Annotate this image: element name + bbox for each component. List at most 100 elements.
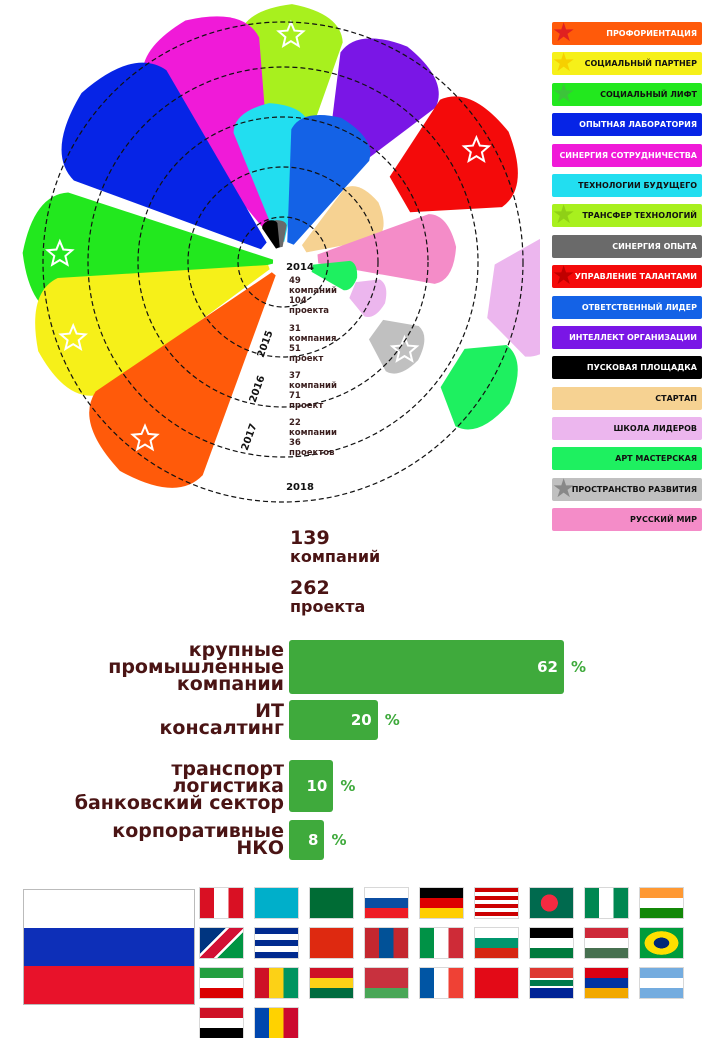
legend-item: АРТ МАСТЕРСКАЯ	[552, 447, 702, 471]
year-label: 2014	[286, 262, 314, 273]
petal-14	[311, 260, 358, 291]
year-ring	[137, 116, 429, 408]
bar: 62	[289, 640, 564, 694]
flag-brazil	[640, 928, 683, 958]
year-ring	[237, 216, 329, 308]
year-ring	[87, 66, 479, 458]
flag-namibia	[200, 928, 243, 958]
flag-south-africa	[530, 968, 573, 998]
legend-item: СИНЕРГИЯ СОТРУДНИЧЕСТВА	[552, 143, 702, 167]
total-projects-label: проекта	[290, 597, 366, 616]
flag-moldova	[255, 1008, 298, 1038]
legend-item: ПУСКОВАЯ ПЛОЩАДКА	[552, 356, 702, 380]
bar-unit: %	[571, 658, 587, 676]
legend-item: СТАРТАП	[552, 386, 702, 410]
legend-item: ★ ТРАНСФЕР ТЕХНОЛОГИЙ	[552, 200, 702, 230]
ring-stat: 22 компании 36 проектов	[289, 418, 337, 458]
legend-item: ★ СОЦИАЛЬНЫЙ ЛИФТ	[552, 79, 702, 109]
legend-item: РУССКИЙ МИР	[552, 508, 702, 532]
legend-item: ★ ПРОФОРИЕНТАЦИЯ	[552, 18, 702, 48]
bar-category-label: транспорт логистика банковский сектор	[74, 757, 284, 814]
year-ring	[187, 166, 379, 358]
flag-china	[310, 928, 353, 958]
bar-category-label: корпоративные НКО	[112, 820, 284, 859]
bar-value: 20	[350, 711, 372, 729]
flag-hungary	[585, 928, 628, 958]
petal-4	[389, 96, 518, 213]
star-icon: ★	[552, 48, 576, 79]
legend-item: ★ СОЦИАЛЬНЫЙ ПАРТНЕР	[552, 48, 702, 78]
petal-1	[142, 16, 274, 228]
flag-jordan	[530, 928, 573, 958]
star-icon	[461, 134, 492, 164]
bar-unit: %	[340, 777, 356, 795]
star-icon: ★	[552, 78, 576, 109]
flag-peru	[200, 888, 243, 918]
ring-stat: 31 компания 51 проект	[289, 324, 337, 364]
bar: 20	[289, 700, 378, 740]
total-projects: 262	[290, 577, 330, 599]
year-label: 2016	[248, 374, 268, 404]
flag-germany	[420, 888, 463, 918]
flag-iran	[200, 968, 243, 998]
legend: ★ ПРОФОРИЕНТАЦИЯ ★ СОЦИАЛЬНЫЙ ПАРТНЕР ★ СОЦИА…	[552, 18, 702, 539]
flag-france	[420, 968, 463, 998]
legend-item: ★ ПРОСТРАНСТВО РАЗВИТИЯ	[552, 474, 702, 504]
bar-unit: %	[331, 831, 347, 849]
star-icon	[130, 423, 160, 452]
petal-6	[35, 264, 270, 396]
flag-turkey	[475, 968, 518, 998]
star-icon	[389, 334, 420, 363]
bar-category-label: крупные промышленные компании	[108, 638, 284, 695]
star-icon	[45, 238, 75, 267]
star-icon	[58, 322, 88, 352]
legend-item: ТЕХНОЛОГИИ БУДУЩЕГО	[552, 173, 702, 197]
bar-value: 8	[308, 831, 319, 849]
petal-9	[287, 115, 371, 245]
bar-unit: %	[384, 711, 400, 729]
total-companies-label: компаний	[290, 547, 381, 566]
radial-chart: 2014 2015 2016 2017 2018	[22, 4, 540, 503]
petal-12	[487, 238, 540, 357]
flag-nigeria	[585, 888, 628, 918]
totals: 139 компаний 262 проекта	[290, 528, 380, 616]
flag-bulgaria	[475, 928, 518, 958]
flag-ghana	[310, 968, 353, 998]
year-label: 2018	[286, 482, 314, 493]
star-icon: ★	[552, 18, 576, 48]
bar: 8	[289, 820, 325, 860]
flag-saudi-arabia	[310, 888, 353, 918]
flag-slovakia	[365, 888, 408, 918]
legend-item: ОПЫТНАЯ ЛАБОРАТОРИЯ	[552, 113, 702, 137]
star-icon: ★	[552, 200, 576, 231]
legend-item: ИНТЕЛЛЕКТ ОРГАНИЗАЦИИ	[552, 325, 702, 349]
petal-15	[440, 344, 518, 430]
flag-argentina	[640, 968, 683, 998]
legend-item: ОТВЕТСТВЕННЫЙ ЛИДЕР	[552, 295, 702, 319]
flag-mongolia	[365, 928, 408, 958]
legend-item: ★ УПРАВЛЕНИЕ ТАЛАНТАМИ	[552, 261, 702, 291]
flag-india	[640, 888, 683, 918]
flag-malaysia	[475, 888, 518, 918]
flag-armenia	[585, 968, 628, 998]
bar-category-label: ИТ консалтинг	[159, 700, 284, 739]
petal-18	[262, 220, 280, 249]
ring-stat: 37 компаний 71 проект	[289, 371, 337, 411]
star-icon	[276, 19, 306, 49]
star-icon: ★	[552, 261, 576, 292]
flag-cuba	[255, 928, 298, 958]
petal-10	[301, 186, 384, 253]
year-ring	[42, 21, 524, 503]
ring-stat: 49 компаний 104 проекта	[289, 276, 337, 316]
legend-item: ШКОЛА ЛИДЕРОВ	[552, 417, 702, 441]
year-label: 2015	[256, 329, 276, 359]
petal-3	[61, 62, 267, 250]
total-companies: 139	[290, 527, 330, 549]
star-icon: ★	[552, 473, 576, 504]
flag-russia	[24, 890, 194, 1004]
flag-egypt	[200, 1008, 243, 1038]
flag-kazakhstan	[255, 888, 298, 918]
bar-value: 10	[306, 777, 328, 795]
petal-13	[349, 279, 387, 318]
flag-guinea	[255, 968, 298, 998]
